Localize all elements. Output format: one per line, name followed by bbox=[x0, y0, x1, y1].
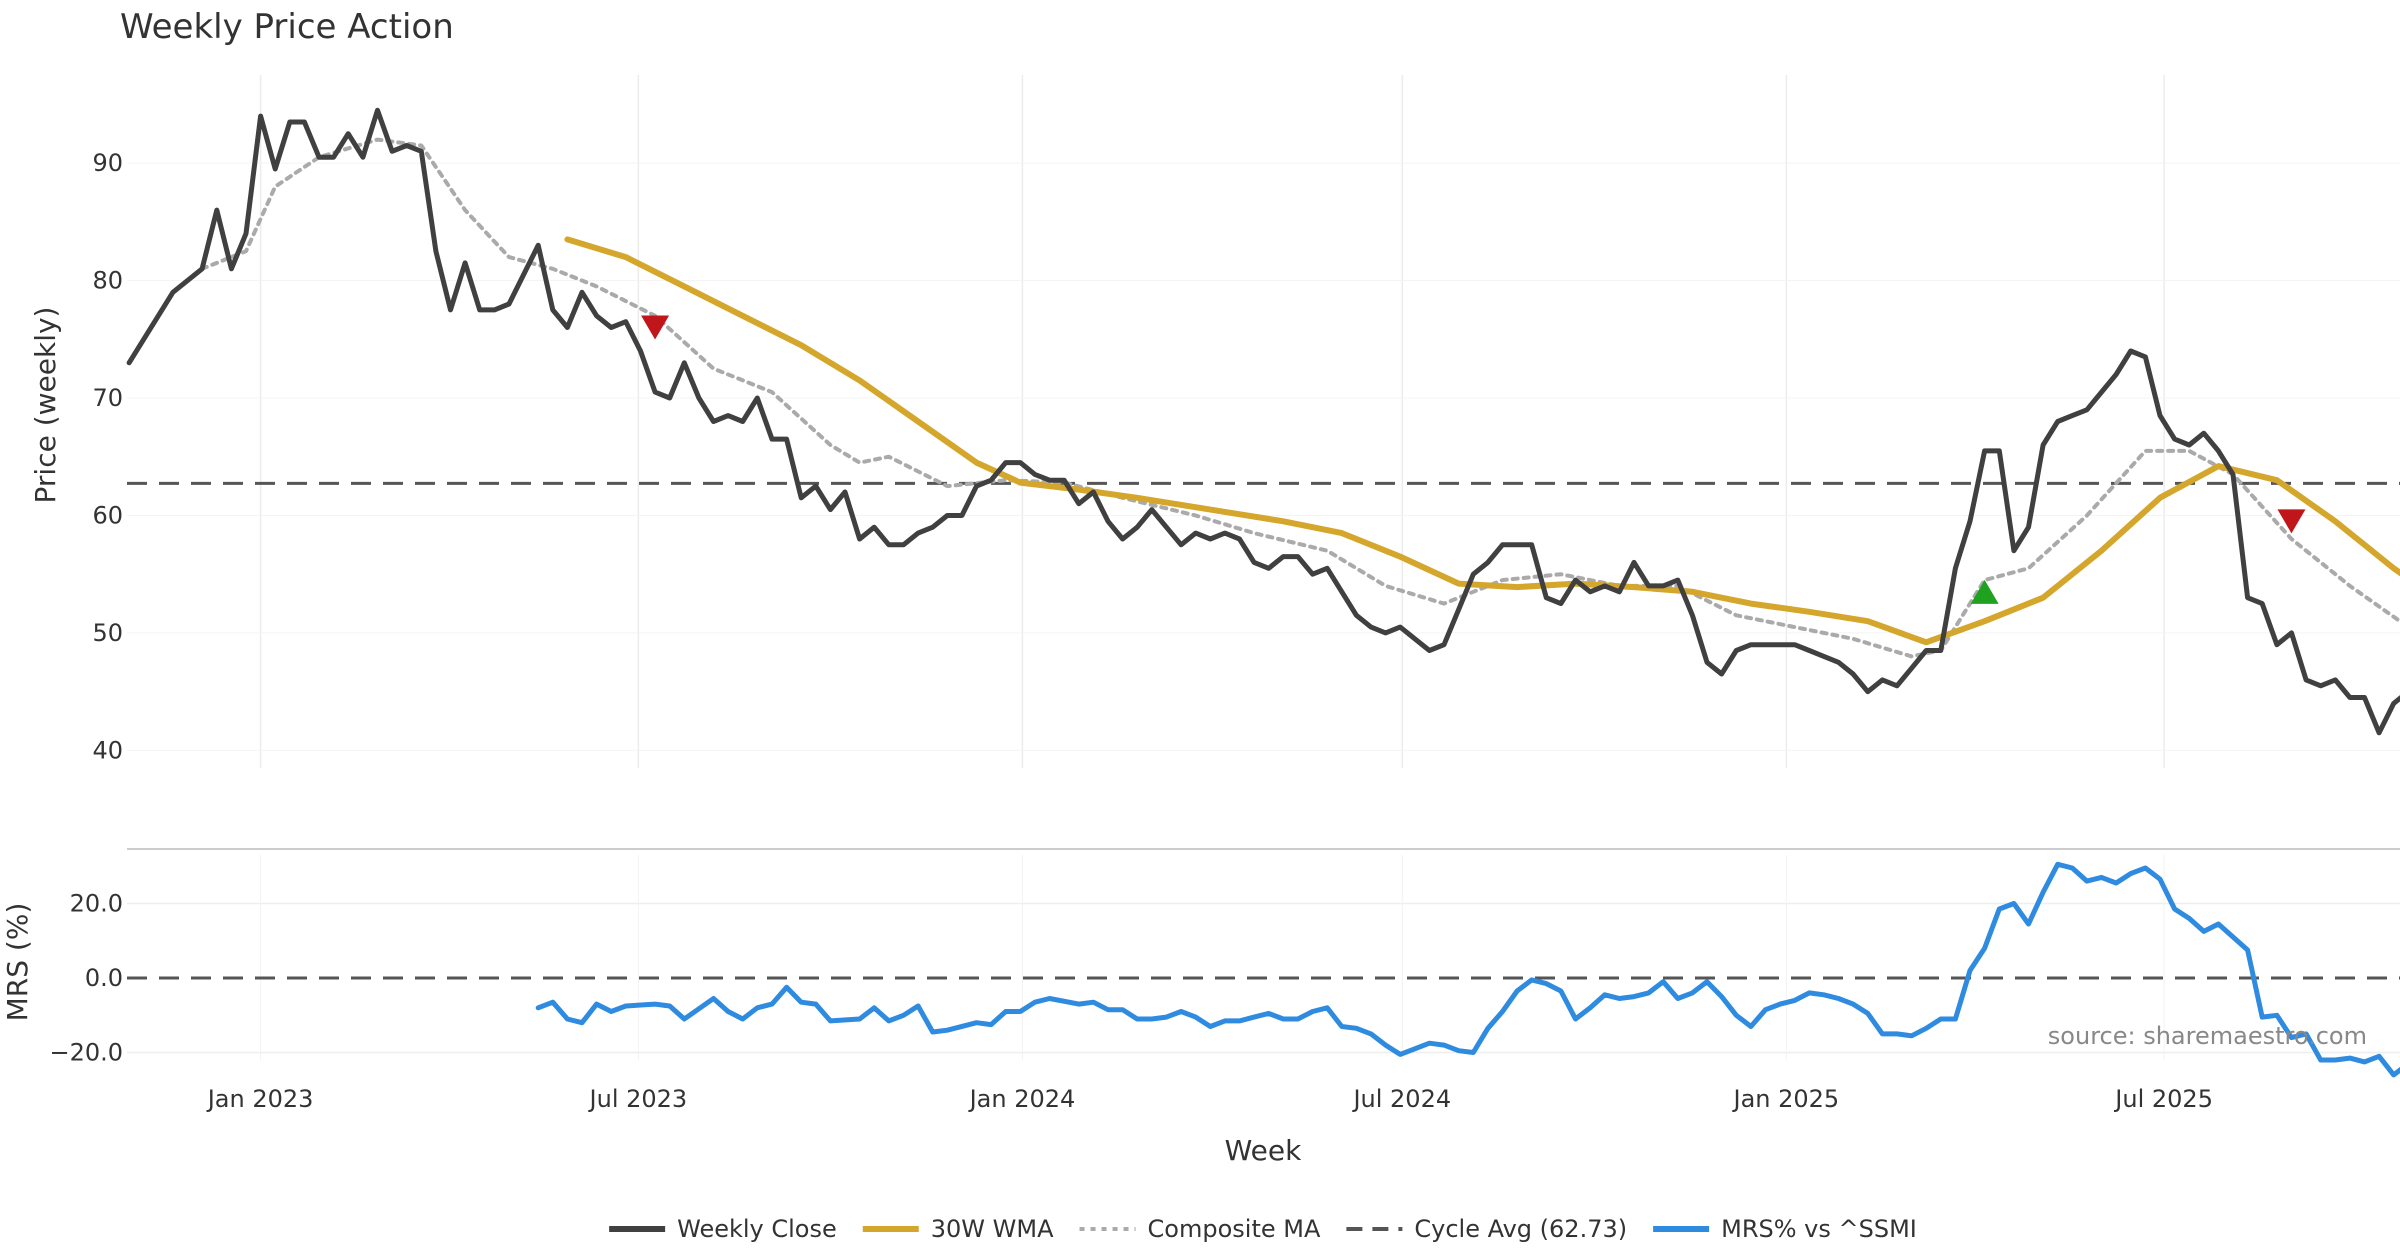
price-y-tick-label: 70 bbox=[92, 384, 123, 412]
sell-signal-marker bbox=[2277, 509, 2306, 534]
mrs-series-group bbox=[535, 861, 2400, 1078]
price-y-tick-label: 60 bbox=[92, 501, 123, 529]
price-y-tick-label: 40 bbox=[92, 736, 123, 764]
x-tick-label: Jan 2023 bbox=[206, 1085, 314, 1113]
price-y-tick-label: 90 bbox=[92, 149, 123, 177]
x-tick-label: Jul 2023 bbox=[588, 1085, 688, 1113]
x-tick-label: Jul 2025 bbox=[2113, 1085, 2213, 1113]
price-y-tick-label: 80 bbox=[92, 267, 123, 295]
mrs-y-axis-label: MRS (%) bbox=[1, 903, 34, 1022]
mrs-y-ticks: −20.0 0.0 20.0 bbox=[49, 889, 123, 1066]
series-weekly-close bbox=[126, 107, 2400, 736]
legend-label-30w-wma: 30W WMA bbox=[931, 1215, 1054, 1243]
x-axis-label: Week bbox=[1225, 1134, 1302, 1167]
signal-markers bbox=[641, 315, 2306, 604]
price-series-group bbox=[126, 107, 2400, 736]
legend-label-composite-ma: Composite MA bbox=[1148, 1215, 1321, 1243]
x-tick-label: Jan 2024 bbox=[968, 1085, 1076, 1113]
sell-signal-marker bbox=[641, 315, 670, 340]
series-30w-wma bbox=[564, 236, 2400, 646]
legend: Weekly Close 30W WMA Composite MA Cycle Avg… bbox=[609, 1215, 1917, 1243]
price-y-ticks: 40 50 60 70 80 90 bbox=[92, 149, 123, 764]
x-tick-label: Jan 2025 bbox=[1732, 1085, 1840, 1113]
source-note: source: sharemaestro.com bbox=[2048, 1022, 2367, 1050]
buy-signal-marker bbox=[1970, 579, 1999, 604]
mrs-gridlines bbox=[127, 855, 2400, 1060]
mrs-y-tick-label: 0.0 bbox=[85, 964, 123, 992]
series-composite-ma bbox=[200, 137, 2400, 659]
mrs-y-tick-label: 20.0 bbox=[70, 889, 123, 917]
chart-title: Weekly Price Action bbox=[120, 7, 454, 47]
price-y-tick-label: 50 bbox=[92, 619, 123, 647]
legend-label-cycle-avg-62-73: Cycle Avg (62.73) bbox=[1414, 1215, 1627, 1243]
price-y-axis-label: Price (weekly) bbox=[29, 307, 62, 504]
legend-label-mrs-vs-ssmi: MRS% vs ^SSMI bbox=[1721, 1215, 1917, 1243]
x-axis-ticks: Jan 2023 Jul 2023 Jan 2024 Jul 2024 Jan 2025… bbox=[206, 1085, 2213, 1113]
mrs-y-tick-label: −20.0 bbox=[49, 1039, 123, 1067]
x-tick-label: Jul 2024 bbox=[1351, 1085, 1451, 1113]
series-mrs-vs-ssmi bbox=[535, 861, 2400, 1078]
legend-label-weekly-close: Weekly Close bbox=[677, 1215, 837, 1243]
